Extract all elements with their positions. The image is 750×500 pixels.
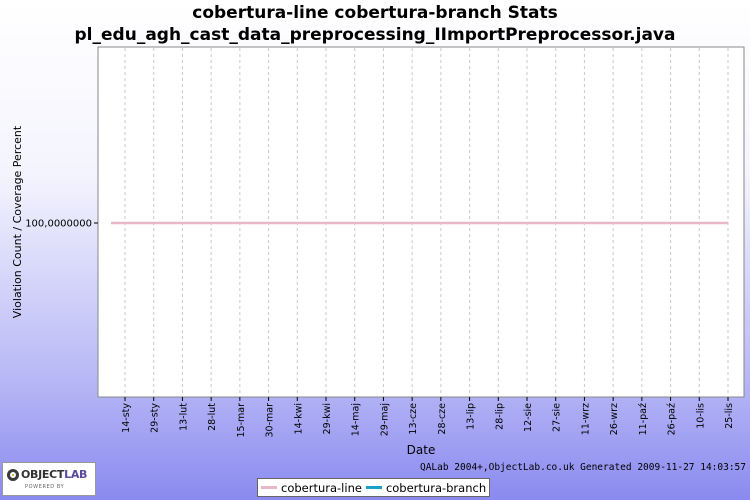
x-tick-label: 26-paź <box>667 403 678 435</box>
x-tick-label: 28-lip <box>494 403 505 430</box>
x-tick-label: 13-lut <box>178 403 189 431</box>
chart-title-line-1: cobertura-line cobertura-branch Stats <box>192 3 558 23</box>
x-tick-label: 13-cze <box>408 403 419 435</box>
y-axis-ticks: 100,0000000 <box>25 219 98 230</box>
x-tick-label: 29-sty <box>150 403 161 433</box>
objectlab-mark-icon <box>7 469 19 481</box>
x-tick-label: 13-lip <box>466 403 477 430</box>
x-tick-label: 26-wrz <box>609 403 620 435</box>
x-tick-label: 29-maj <box>379 403 390 436</box>
x-tick-label: 28-lut <box>207 403 218 431</box>
legend-label: cobertura-branch <box>385 480 487 495</box>
x-tick-label: 11-wrz <box>580 403 591 435</box>
y-tick-label: 100,0000000 <box>25 219 92 230</box>
legend-item: cobertura-line <box>261 481 362 495</box>
chart-title-line-2: pl_edu_agh_cast_data_preprocessing_IImpo… <box>74 25 676 45</box>
chart-title: cobertura-line cobertura-branch Stats pl… <box>0 2 750 46</box>
logo-tagline: POWERED BY <box>25 484 65 490</box>
x-tick-label: 14-sty <box>121 403 132 433</box>
chart-legend: cobertura-line cobertura-branch <box>257 478 491 497</box>
x-tick-label: 28-cze <box>437 403 448 435</box>
x-axis-label: Date <box>407 443 436 457</box>
x-tick-label: 14-kwi <box>293 403 304 434</box>
x-tick-label: 30-mar <box>265 403 276 438</box>
x-tick-label: 14-maj <box>351 403 362 436</box>
x-tick-label: 29-kwi <box>322 403 333 434</box>
y-axis-label: Violation Count / Coverage Percent <box>11 125 24 318</box>
x-tick-label: 10-lis <box>695 403 706 429</box>
generated-note: QALab 2004+,ObjectLab.co.uk Generated 20… <box>419 462 746 473</box>
legend-label: cobertura-line <box>281 480 362 495</box>
objectlab-logo: OBJECTLAB POWERED BY <box>2 462 96 496</box>
x-tick-label: 27-sie <box>552 403 563 432</box>
legend-swatch <box>261 486 277 489</box>
logo-wordmark: OBJECTLAB <box>21 468 88 481</box>
x-tick-label: 15-mar <box>236 403 247 438</box>
x-tick-label: 25-lis <box>724 403 735 429</box>
x-axis-ticks: 14-sty 29-sty 13-lut 28-lut 15-mar 30-mar 14-k… <box>121 397 735 438</box>
x-tick-label: 11-paź <box>638 403 649 435</box>
legend-swatch <box>365 486 382 489</box>
legend-item: cobertura-branch <box>365 480 487 495</box>
x-tick-label: 12-sie <box>523 403 534 432</box>
